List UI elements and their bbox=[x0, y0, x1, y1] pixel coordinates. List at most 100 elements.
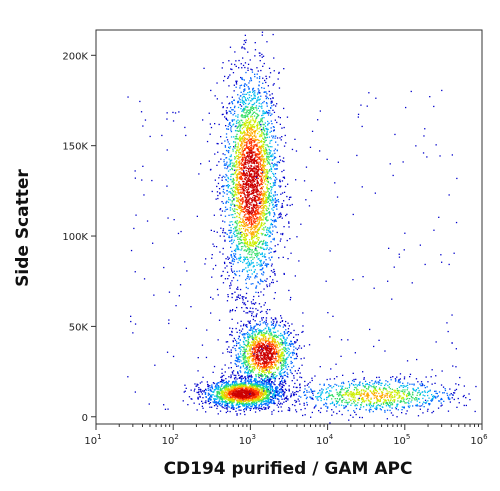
event-point bbox=[269, 165, 272, 167]
event-point bbox=[272, 226, 274, 228]
event-point bbox=[265, 367, 267, 369]
event-point bbox=[268, 341, 270, 343]
event-point bbox=[222, 401, 224, 403]
event-point bbox=[246, 198, 248, 200]
event-point bbox=[269, 163, 271, 165]
event-point bbox=[255, 308, 257, 310]
event-point bbox=[255, 341, 257, 343]
event-point bbox=[257, 156, 259, 158]
event-point bbox=[248, 342, 251, 344]
event-point bbox=[271, 363, 273, 366]
event-point bbox=[260, 190, 262, 192]
event-point bbox=[222, 228, 225, 230]
event-point bbox=[235, 143, 237, 145]
event-point bbox=[277, 336, 279, 338]
event-point bbox=[269, 359, 271, 361]
event-point bbox=[249, 120, 251, 123]
event-point bbox=[270, 190, 272, 192]
event-point bbox=[267, 175, 269, 178]
event-point bbox=[265, 342, 267, 344]
event-point bbox=[266, 247, 268, 249]
event-point bbox=[263, 288, 265, 290]
event-point bbox=[249, 175, 251, 177]
event-point bbox=[263, 100, 265, 103]
event-point bbox=[238, 162, 240, 164]
event-point bbox=[225, 202, 227, 204]
event-point bbox=[235, 152, 237, 155]
event-point bbox=[273, 126, 275, 128]
event-point bbox=[236, 258, 238, 260]
event-point bbox=[265, 365, 268, 367]
event-point bbox=[233, 195, 236, 197]
event-point bbox=[255, 101, 258, 103]
event-point bbox=[246, 233, 248, 235]
event-point bbox=[248, 178, 251, 181]
event-point bbox=[259, 161, 261, 163]
event-point bbox=[233, 112, 236, 115]
event-point bbox=[262, 146, 264, 148]
event-point bbox=[283, 272, 285, 275]
event-point bbox=[296, 372, 298, 375]
event-point bbox=[262, 357, 264, 359]
event-point bbox=[257, 230, 259, 232]
event-point bbox=[260, 373, 262, 375]
event-point bbox=[254, 73, 256, 75]
event-point bbox=[252, 371, 254, 373]
event-point bbox=[256, 116, 258, 118]
event-point bbox=[235, 229, 237, 231]
event-point bbox=[257, 170, 260, 172]
event-point bbox=[263, 222, 265, 224]
event-point bbox=[219, 251, 221, 253]
event-point bbox=[285, 348, 288, 350]
event-point bbox=[218, 177, 220, 179]
event-point bbox=[288, 325, 290, 327]
event-point bbox=[258, 196, 260, 198]
event-point bbox=[281, 136, 283, 138]
event-point bbox=[248, 88, 250, 90]
event-point bbox=[241, 99, 243, 101]
event-point bbox=[243, 259, 245, 261]
event-point bbox=[261, 31, 264, 33]
event-point bbox=[275, 334, 277, 337]
event-point bbox=[237, 246, 239, 248]
event-point bbox=[251, 162, 254, 164]
event-point bbox=[271, 93, 273, 95]
event-point bbox=[244, 357, 247, 359]
event-point bbox=[251, 154, 253, 157]
event-point bbox=[240, 167, 242, 169]
event-point bbox=[256, 216, 258, 218]
event-point bbox=[254, 125, 256, 128]
event-point bbox=[268, 228, 270, 230]
event-point bbox=[250, 347, 252, 349]
event-point bbox=[240, 409, 242, 411]
event-point bbox=[256, 241, 258, 243]
event-point bbox=[282, 348, 284, 350]
event-point bbox=[253, 120, 255, 122]
event-point bbox=[276, 208, 278, 210]
event-point bbox=[253, 341, 255, 343]
event-point bbox=[253, 194, 255, 196]
event-point bbox=[290, 371, 292, 373]
event-point bbox=[218, 123, 220, 126]
event-point bbox=[230, 367, 232, 369]
event-point bbox=[234, 220, 237, 223]
event-point bbox=[251, 220, 253, 222]
event-point bbox=[236, 127, 238, 129]
event-point bbox=[269, 159, 271, 161]
event-point bbox=[237, 372, 239, 374]
event-point bbox=[244, 122, 246, 125]
event-point bbox=[241, 178, 243, 181]
event-point bbox=[235, 226, 237, 228]
event-point bbox=[276, 168, 278, 170]
event-point bbox=[236, 149, 238, 152]
event-point bbox=[276, 280, 278, 282]
event-point bbox=[260, 346, 262, 348]
event-point bbox=[244, 349, 246, 351]
event-point bbox=[240, 200, 242, 202]
event-point bbox=[267, 340, 270, 342]
event-point bbox=[262, 110, 264, 112]
event-point bbox=[237, 144, 240, 146]
event-point bbox=[263, 360, 265, 362]
event-point bbox=[270, 102, 272, 104]
event-point bbox=[238, 163, 241, 165]
